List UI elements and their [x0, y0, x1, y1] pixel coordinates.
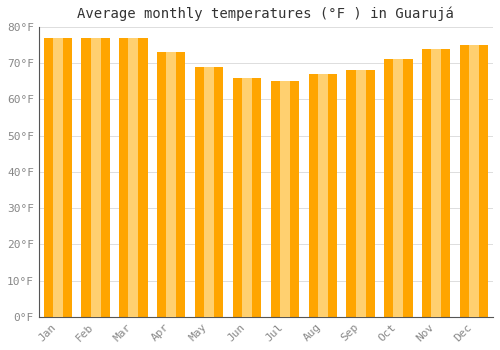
Bar: [166, 52, 176, 317]
Bar: [233, 78, 261, 317]
Bar: [460, 45, 488, 317]
Title: Average monthly temperatures (°F ) in Guarujá: Average monthly temperatures (°F ) in Gu…: [78, 7, 454, 21]
Bar: [157, 52, 186, 317]
Bar: [356, 70, 366, 317]
Bar: [53, 38, 62, 317]
Bar: [82, 38, 110, 317]
Bar: [270, 81, 299, 317]
Bar: [308, 74, 337, 317]
Bar: [90, 38, 101, 317]
Bar: [346, 70, 375, 317]
Bar: [128, 38, 138, 317]
Bar: [119, 38, 148, 317]
Bar: [242, 78, 252, 317]
Bar: [318, 74, 328, 317]
Bar: [195, 66, 224, 317]
Bar: [280, 81, 290, 317]
Bar: [384, 60, 412, 317]
Bar: [204, 66, 214, 317]
Bar: [432, 49, 441, 317]
Bar: [394, 60, 404, 317]
Bar: [422, 49, 450, 317]
Bar: [44, 38, 72, 317]
Bar: [469, 45, 479, 317]
